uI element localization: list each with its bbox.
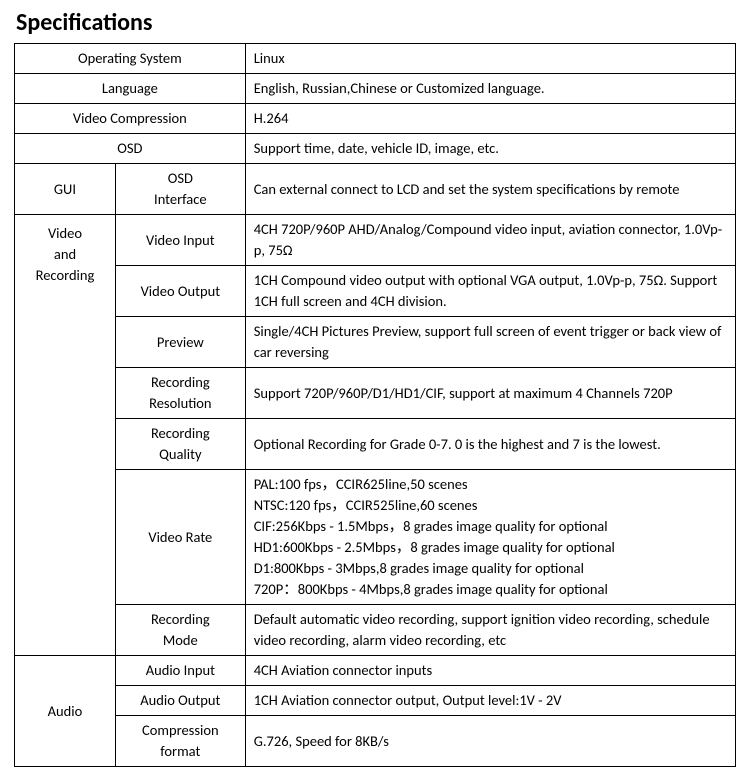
table-row: Preview Single/4CH Pictures Preview, sup…	[15, 317, 736, 368]
label-compression-format: Compression format	[115, 716, 245, 767]
value-osd: Support time, date, vehicle ID, image, e…	[245, 134, 735, 164]
value-osd-interface: Can external connect to LCD and set the …	[245, 164, 735, 215]
label-video-rate: Video Rate	[115, 470, 245, 605]
table-row: Video Output 1CH Compound video output w…	[15, 266, 736, 317]
table-row: Video Compression H.264	[15, 104, 736, 134]
value-recording-quality: Optional Recording for Grade 0-7. 0 is t…	[245, 419, 735, 470]
value-compression-format: G.726, Speed for 8KB/s	[245, 716, 735, 767]
label-osd: OSD	[15, 134, 246, 164]
table-row: OSD Support time, date, vehicle ID, imag…	[15, 134, 736, 164]
table-row: Video and Recording Video Input 4CH 720P…	[15, 215, 736, 266]
table-row: Recording Resolution Support 720P/960P/D…	[15, 368, 736, 419]
label-video-output: Video Output	[115, 266, 245, 317]
label-recording-quality: Recording Quality	[115, 419, 245, 470]
value-audio-output: 1CH Aviation connector output, Output le…	[245, 686, 735, 716]
value-video-input: 4CH 720P/960P AHD/Analog/Compound video …	[245, 215, 735, 266]
spec-table: Operating System Linux Language English,…	[14, 43, 736, 767]
value-language: English, Russian,Chinese or Customized l…	[245, 74, 735, 104]
label-audio-input: Audio Input	[115, 656, 245, 686]
label-osd-interface: OSD Interface	[115, 164, 245, 215]
group-video: Video and Recording	[15, 215, 116, 656]
group-audio: Audio	[15, 656, 116, 767]
table-row: Recording Mode Default automatic video r…	[15, 605, 736, 656]
group-gui: GUI	[15, 164, 116, 215]
value-video-rate: PAL:100 fps，CCIR625line,50 scenes NTSC:1…	[245, 470, 735, 605]
table-row: Audio Output 1CH Aviation connector outp…	[15, 686, 736, 716]
table-row: Operating System Linux	[15, 44, 736, 74]
table-row: Audio Audio Input 4CH Aviation connector…	[15, 656, 736, 686]
table-row: Language English, Russian,Chinese or Cus…	[15, 74, 736, 104]
label-recording-resolution: Recording Resolution	[115, 368, 245, 419]
table-row: Compression format G.726, Speed for 8KB/…	[15, 716, 736, 767]
value-preview: Single/4CH Pictures Preview, support ful…	[245, 317, 735, 368]
label-recording-mode: Recording Mode	[115, 605, 245, 656]
value-audio-input: 4CH Aviation connector inputs	[245, 656, 735, 686]
label-preview: Preview	[115, 317, 245, 368]
value-video-output: 1CH Compound video output with optional …	[245, 266, 735, 317]
value-os: Linux	[245, 44, 735, 74]
value-vcomp: H.264	[245, 104, 735, 134]
label-language: Language	[15, 74, 246, 104]
table-row: Recording Quality Optional Recording for…	[15, 419, 736, 470]
value-recording-mode: Default automatic video recording, suppo…	[245, 605, 735, 656]
label-os: Operating System	[15, 44, 246, 74]
label-video-input: Video Input	[115, 215, 245, 266]
label-vcomp: Video Compression	[15, 104, 246, 134]
table-row: Video Rate PAL:100 fps，CCIR625line,50 sc…	[15, 470, 736, 605]
label-audio-output: Audio Output	[115, 686, 245, 716]
page-title: Specifications	[16, 8, 736, 37]
table-row: GUI OSD Interface Can external connect t…	[15, 164, 736, 215]
value-recording-resolution: Support 720P/960P/D1/HD1/CIF, support at…	[245, 368, 735, 419]
